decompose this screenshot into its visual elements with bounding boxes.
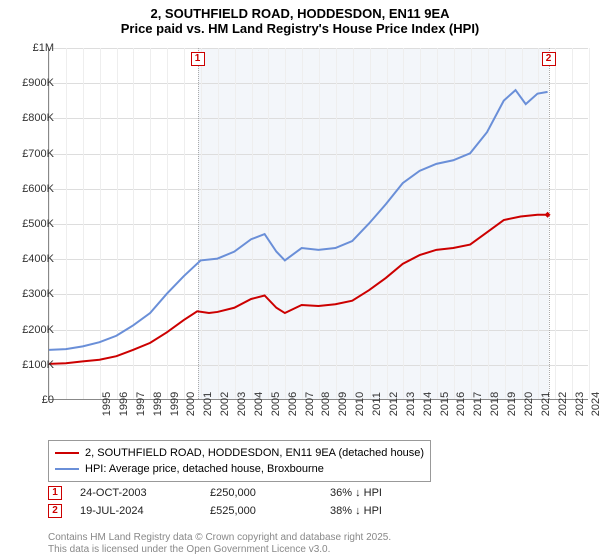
y-tick-label: £200K	[22, 324, 54, 336]
x-tick-label: 2024	[590, 392, 600, 416]
x-tick-label: 1999	[169, 392, 181, 416]
legend-label: 2, SOUTHFIELD ROAD, HODDESDON, EN11 9EA …	[85, 447, 424, 459]
line-series-svg	[49, 48, 588, 399]
chart-container: 2, SOUTHFIELD ROAD, HODDESDON, EN11 9EA …	[0, 0, 600, 560]
x-tick-label: 1996	[118, 392, 130, 416]
x-tick-label: 2013	[405, 392, 417, 416]
x-tick-label: 2012	[388, 392, 400, 416]
x-tick-label: 2022	[557, 392, 569, 416]
x-tick-label: 2021	[540, 392, 552, 416]
sale-row-badge: 2	[48, 504, 62, 518]
y-tick-label: £0	[42, 394, 54, 406]
sale-row-badge: 1	[48, 486, 62, 500]
x-tick-label: 2011	[371, 392, 383, 416]
sale-date: 19-JUL-2024	[80, 505, 210, 517]
x-tick-label: 2014	[422, 392, 434, 416]
legend-swatch	[55, 468, 79, 470]
y-tick-label: £300K	[22, 288, 54, 300]
title-address: 2, SOUTHFIELD ROAD, HODDESDON, EN11 9EA	[0, 6, 600, 21]
x-tick-label: 2002	[219, 392, 231, 416]
x-tick-label: 2003	[236, 392, 248, 416]
x-tick-label: 2005	[270, 392, 282, 416]
y-tick-label: £500K	[22, 218, 54, 230]
chart-title: 2, SOUTHFIELD ROAD, HODDESDON, EN11 9EA …	[0, 0, 600, 38]
sale-price: £250,000	[210, 487, 330, 499]
legend-item: HPI: Average price, detached house, Brox…	[55, 461, 424, 477]
sale-delta: 36% ↓ HPI	[330, 487, 450, 499]
x-tick-label: 2009	[337, 392, 349, 416]
x-tick-label: 2015	[439, 392, 451, 416]
y-tick-label: £600K	[22, 183, 54, 195]
x-tick-label: 1997	[135, 392, 147, 416]
series-end-marker	[545, 212, 551, 218]
legend: 2, SOUTHFIELD ROAD, HODDESDON, EN11 9EA …	[48, 440, 431, 482]
sales-table: 1 24-OCT-2003£250,00036% ↓ HPI 2 19-JUL-202…	[48, 484, 450, 520]
series-price_paid	[49, 215, 548, 364]
title-subtitle: Price paid vs. HM Land Registry's House …	[0, 21, 600, 36]
sale-marker-badge: 1	[191, 52, 205, 66]
x-tick-label: 2019	[506, 392, 518, 416]
sale-row: 1 24-OCT-2003£250,00036% ↓ HPI	[48, 484, 450, 502]
x-tick-label: 2000	[185, 392, 197, 416]
sale-row: 2 19-JUL-2024£525,00038% ↓ HPI	[48, 502, 450, 520]
x-tick-label: 2004	[253, 392, 265, 416]
footnote-line1: Contains HM Land Registry data © Crown c…	[48, 532, 391, 544]
x-tick-label: 1995	[101, 392, 113, 416]
legend-item: 2, SOUTHFIELD ROAD, HODDESDON, EN11 9EA …	[55, 445, 424, 461]
plot-area: 1995199619971998199920002001200220032004…	[48, 48, 588, 400]
footnote-line2: This data is licensed under the Open Gov…	[48, 544, 391, 556]
x-tick-label: 2007	[304, 392, 316, 416]
y-tick-label: £700K	[22, 148, 54, 160]
series-hpi	[49, 90, 548, 350]
x-tick-label: 2001	[202, 392, 214, 416]
y-tick-label: £1M	[33, 42, 54, 54]
x-tick-label: 1998	[152, 392, 164, 416]
x-tick-label: 2023	[574, 392, 586, 416]
x-tick-label: 2020	[523, 392, 535, 416]
legend-swatch	[55, 452, 79, 454]
x-tick-label: 2008	[320, 392, 332, 416]
x-gridline	[589, 48, 590, 399]
y-tick-label: £400K	[22, 253, 54, 265]
sale-delta: 38% ↓ HPI	[330, 505, 450, 517]
y-tick-label: £900K	[22, 77, 54, 89]
sale-date: 24-OCT-2003	[80, 487, 210, 499]
y-tick-label: £100K	[22, 359, 54, 371]
x-tick-label: 2016	[455, 392, 467, 416]
legend-label: HPI: Average price, detached house, Brox…	[85, 463, 324, 475]
sale-price: £525,000	[210, 505, 330, 517]
y-tick-label: £800K	[22, 112, 54, 124]
x-tick-label: 2017	[472, 392, 484, 416]
x-tick-label: 2006	[287, 392, 299, 416]
x-tick-label: 2018	[489, 392, 501, 416]
footnote: Contains HM Land Registry data © Crown c…	[48, 532, 391, 556]
x-tick-label: 2010	[354, 392, 366, 416]
sale-marker-badge: 2	[542, 52, 556, 66]
